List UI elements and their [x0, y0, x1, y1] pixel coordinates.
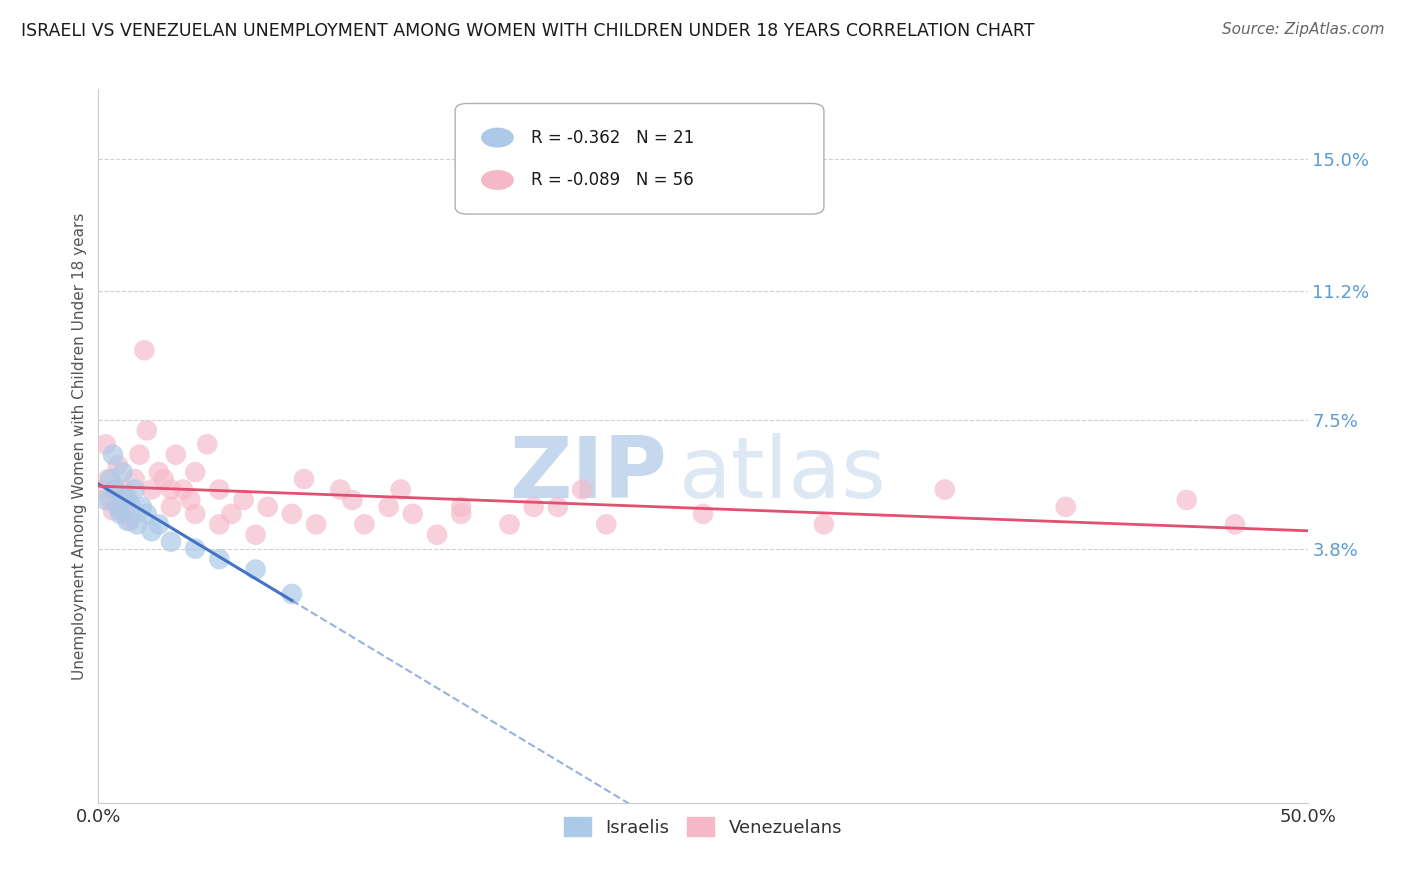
Point	[1223, 517, 1246, 532]
Point	[281, 587, 304, 601]
Point	[256, 500, 278, 514]
Point	[101, 503, 124, 517]
Point	[160, 500, 183, 514]
Point	[94, 437, 117, 451]
Point	[107, 500, 129, 514]
Circle shape	[482, 170, 513, 189]
Point	[117, 514, 139, 528]
Point	[692, 507, 714, 521]
Point	[97, 472, 120, 486]
Point	[94, 492, 117, 507]
Point	[111, 465, 134, 479]
Text: ZIP: ZIP	[509, 433, 666, 516]
Point	[547, 500, 569, 514]
Point	[104, 483, 127, 497]
Point	[124, 472, 146, 486]
Point	[107, 458, 129, 472]
Point	[245, 528, 267, 542]
Point	[389, 483, 412, 497]
Point	[426, 528, 449, 542]
Point	[127, 517, 149, 532]
Point	[450, 507, 472, 521]
Point	[221, 507, 243, 521]
Y-axis label: Unemployment Among Women with Children Under 18 years: Unemployment Among Women with Children U…	[72, 212, 87, 680]
Point	[208, 483, 231, 497]
Point	[292, 472, 315, 486]
Point	[101, 448, 124, 462]
Point	[184, 541, 207, 556]
Point	[108, 507, 131, 521]
Point	[124, 483, 146, 497]
Point	[100, 492, 122, 507]
Point	[402, 507, 425, 521]
Text: Source: ZipAtlas.com: Source: ZipAtlas.com	[1222, 22, 1385, 37]
Point	[208, 552, 231, 566]
Point	[208, 517, 231, 532]
Legend: Israelis, Venezuelans: Israelis, Venezuelans	[557, 810, 849, 844]
Point	[232, 492, 254, 507]
Point	[813, 517, 835, 532]
Point	[114, 507, 136, 521]
Point	[100, 472, 122, 486]
Point	[1175, 492, 1198, 507]
Point	[131, 500, 153, 514]
Point	[353, 517, 375, 532]
Point	[108, 500, 131, 514]
Point	[184, 507, 207, 521]
Point	[165, 448, 187, 462]
Point	[172, 483, 194, 497]
Point	[523, 500, 546, 514]
Point	[450, 500, 472, 514]
Point	[91, 483, 114, 497]
Point	[329, 483, 352, 497]
Point	[118, 496, 141, 510]
Point	[377, 500, 399, 514]
Point	[128, 448, 150, 462]
Point	[135, 507, 157, 521]
Text: R = -0.089   N = 56: R = -0.089 N = 56	[531, 171, 695, 189]
FancyBboxPatch shape	[456, 103, 824, 214]
Text: atlas: atlas	[679, 433, 887, 516]
Point	[118, 514, 141, 528]
Point	[141, 483, 163, 497]
Point	[134, 343, 156, 358]
Point	[281, 507, 304, 521]
Point	[179, 492, 201, 507]
Point	[245, 563, 267, 577]
Point	[595, 517, 617, 532]
Point	[184, 465, 207, 479]
Point	[195, 437, 218, 451]
Text: ISRAELI VS VENEZUELAN UNEMPLOYMENT AMONG WOMEN WITH CHILDREN UNDER 18 YEARS CORR: ISRAELI VS VENEZUELAN UNEMPLOYMENT AMONG…	[21, 22, 1035, 40]
Point	[305, 517, 328, 532]
Point	[148, 517, 170, 532]
Point	[104, 483, 127, 497]
Point	[160, 534, 183, 549]
Point	[148, 465, 170, 479]
Circle shape	[482, 128, 513, 147]
Text: R = -0.362   N = 21: R = -0.362 N = 21	[531, 128, 695, 146]
Point	[135, 423, 157, 437]
Point	[141, 524, 163, 539]
Point	[571, 483, 593, 497]
Point	[498, 517, 520, 532]
Point	[1054, 500, 1077, 514]
Point	[114, 490, 136, 504]
Point	[117, 490, 139, 504]
Point	[152, 472, 174, 486]
Point	[160, 483, 183, 497]
Point	[934, 483, 956, 497]
Point	[111, 483, 134, 497]
Point	[342, 492, 364, 507]
